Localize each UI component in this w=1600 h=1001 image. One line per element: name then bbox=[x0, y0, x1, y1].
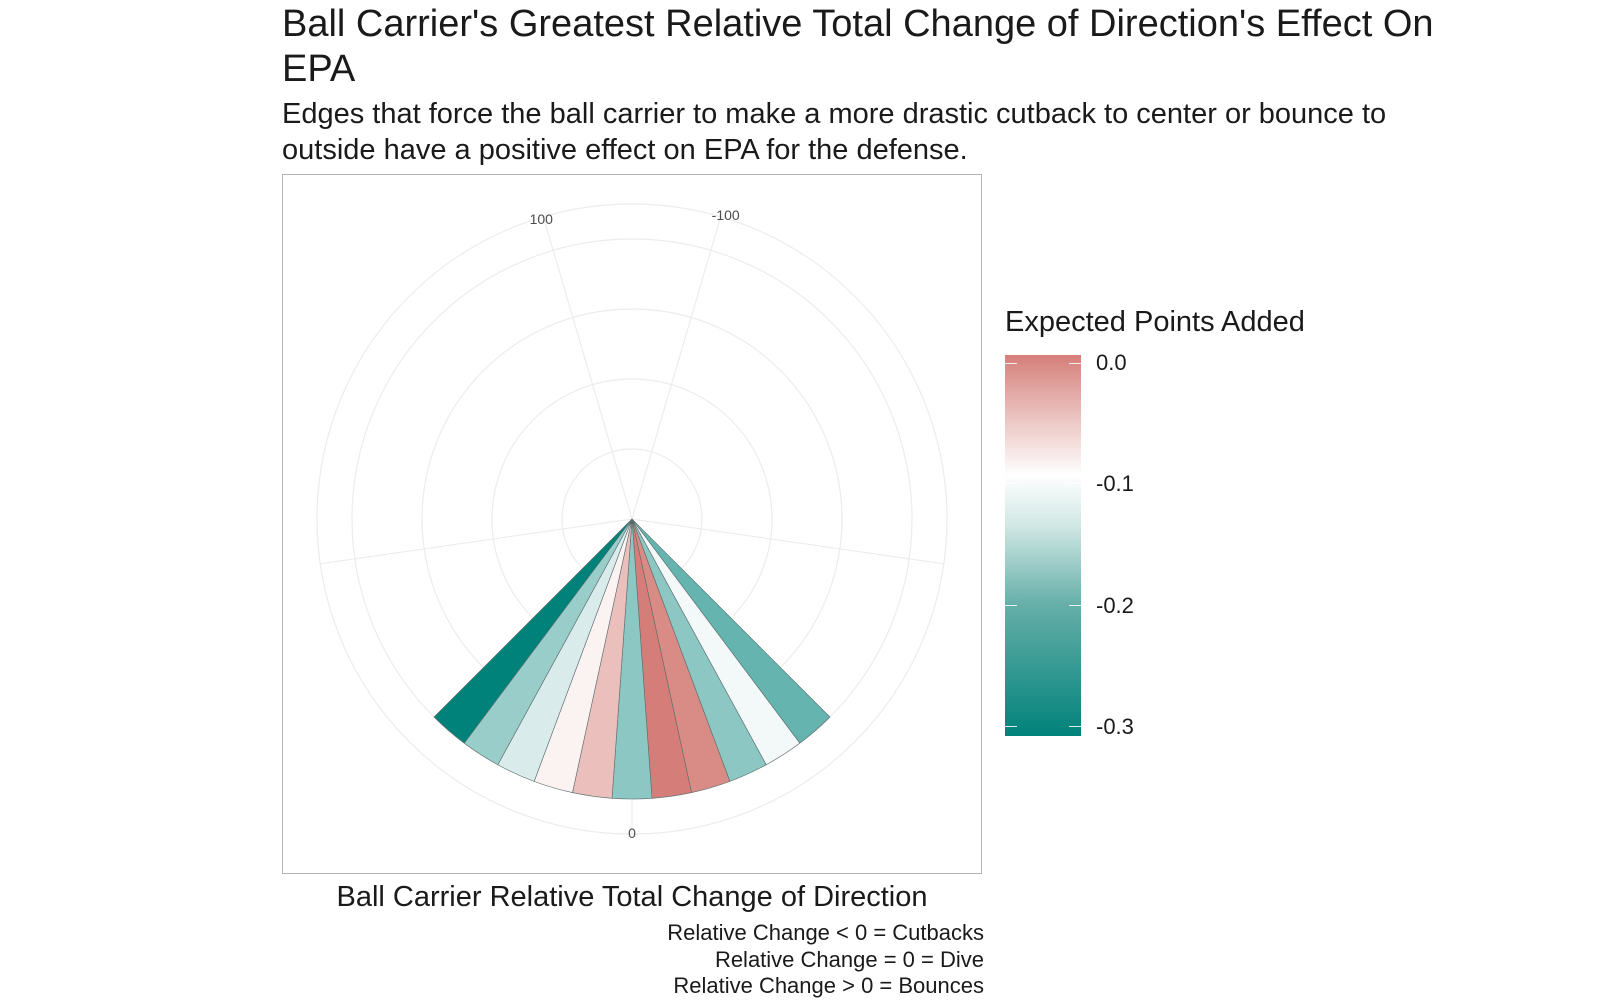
legend-tick-right-0 bbox=[1069, 363, 1081, 364]
chart-subtitle: Edges that force the ball carrier to mak… bbox=[282, 98, 1387, 166]
grid-spoke-0 bbox=[631, 216, 722, 520]
legend-label-0: 0.0 bbox=[1096, 350, 1127, 375]
legend-tick-left-1 bbox=[1005, 483, 1017, 484]
legend-label-1: -0.1 bbox=[1096, 471, 1134, 496]
tick-labels: 0 -100 100 bbox=[530, 207, 740, 841]
polar-chart: 0 -100 100 bbox=[282, 174, 982, 874]
x-axis-label: Ball Carrier Relative Total Change of Di… bbox=[336, 881, 928, 913]
bar-group bbox=[433, 518, 831, 800]
legend-tick-left-2 bbox=[1005, 605, 1017, 606]
caption-line-bounces: Relative Change > 0 = Bounces bbox=[673, 973, 984, 998]
x-tick-label-2: 100 bbox=[530, 211, 554, 227]
x-tick-label-0: 0 bbox=[628, 825, 636, 841]
x-tick-label-1: -100 bbox=[712, 207, 740, 223]
legend-tick-left-3 bbox=[1005, 726, 1017, 727]
legend-label-3: -0.3 bbox=[1096, 714, 1134, 739]
grid-spoke-3 bbox=[320, 518, 633, 565]
legend-tick-right-1 bbox=[1069, 483, 1081, 484]
caption: Relative Change < 0 = Cutbacks Relative … bbox=[560, 920, 984, 1000]
bar-10 bbox=[433, 518, 633, 744]
legend-colorbar bbox=[1005, 355, 1081, 736]
chart-title: Ball Carrier's Greatest Relative Total C… bbox=[282, 3, 1434, 90]
caption-line-cutbacks: Relative Change < 0 = Cutbacks bbox=[667, 920, 984, 945]
legend-tick-right-3 bbox=[1069, 726, 1081, 727]
legend-tick-left-0 bbox=[1005, 363, 1017, 364]
legend-label-2: -0.2 bbox=[1096, 593, 1134, 618]
legend-tick-right-2 bbox=[1069, 605, 1081, 606]
grid-spoke-4 bbox=[542, 216, 633, 520]
grid-spoke-1 bbox=[631, 518, 944, 565]
caption-line-dive: Relative Change = 0 = Dive bbox=[714, 946, 984, 972]
legend-title: Expected Points Added bbox=[1005, 306, 1305, 338]
